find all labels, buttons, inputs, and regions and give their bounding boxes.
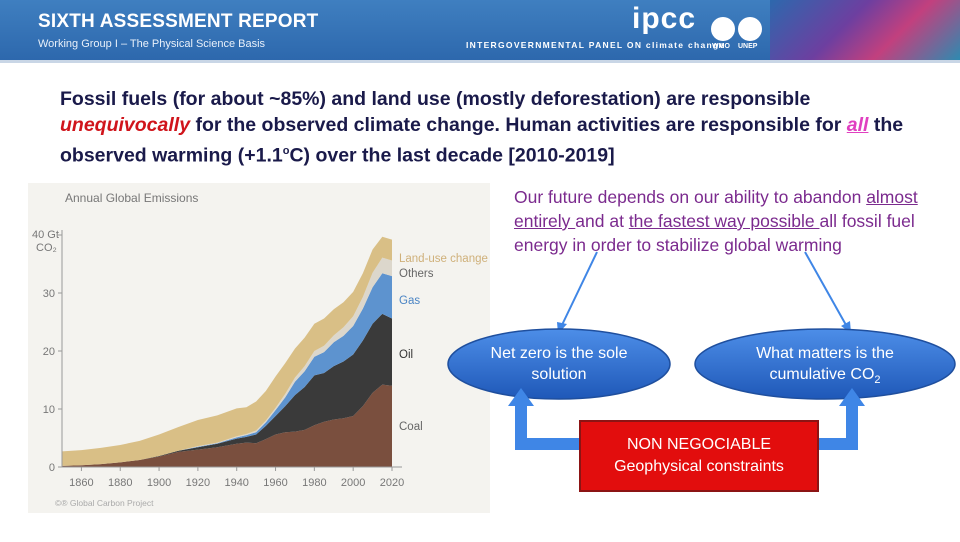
chart-title: Annual Global Emissions bbox=[65, 191, 198, 205]
ellipse-right-main: What matters is the cumulative CO bbox=[756, 345, 894, 383]
header-artwork bbox=[770, 0, 960, 60]
x-tick-label: 1860 bbox=[69, 477, 93, 489]
legend-label-others: Others bbox=[399, 268, 434, 280]
wmo-logo-icon bbox=[711, 17, 735, 41]
ellipse-left-text: Net zero is the sole solution bbox=[490, 345, 628, 383]
headline-part: C) over the last decade [2010-2019] bbox=[289, 144, 615, 167]
chart-credit: ©® Global Carbon Project bbox=[55, 498, 154, 508]
header-bar: SIXTH ASSESSMENT REPORT Working Group I … bbox=[0, 0, 960, 60]
legend-label-oil: Oil bbox=[399, 349, 413, 361]
legend-label-gas: Gas bbox=[399, 295, 420, 307]
emphasis-all: all bbox=[846, 114, 869, 136]
area-land-use-change bbox=[62, 236, 392, 466]
x-tick-label: 1920 bbox=[186, 477, 210, 489]
red-box-line2: Geophysical constraints bbox=[614, 458, 784, 475]
note-text: Our future depends on our ability to aba… bbox=[514, 187, 867, 207]
degree-superscript: o bbox=[282, 145, 290, 157]
ipcc-tagline: INTERGOVERNMENTAL PANEL ON climate chang… bbox=[466, 40, 726, 50]
note-text: all fossil fuel energy in order to stabi… bbox=[514, 211, 915, 255]
note-underlined: the fastest way possible bbox=[628, 211, 820, 231]
future-note: Our future depends on our ability to aba… bbox=[514, 185, 934, 257]
headline: Fossil fuels (for about ~85%) and land u… bbox=[60, 86, 910, 169]
x-tick-label: 1940 bbox=[224, 477, 248, 489]
area-oil bbox=[62, 313, 392, 466]
y-unit-top: 40 Gt bbox=[32, 229, 59, 241]
report-subtitle: Working Group I – The Physical Science B… bbox=[38, 38, 266, 50]
headline-part: the observed warming (+1.1 bbox=[60, 114, 904, 167]
x-tick-label: 2000 bbox=[341, 477, 365, 489]
bracket-arrow-right bbox=[819, 404, 858, 450]
y-tick-label: 20 bbox=[43, 346, 55, 358]
area-coal bbox=[62, 384, 392, 467]
ellipse-net-zero bbox=[447, 328, 671, 400]
report-title: SIXTH ASSESSMENT REPORT bbox=[38, 11, 319, 32]
unep-logo-icon bbox=[738, 17, 762, 41]
note-underlined: almost entirely bbox=[514, 187, 918, 231]
header-divider bbox=[0, 60, 960, 63]
y-tick-label: 30 bbox=[43, 288, 55, 300]
y-tick-label: 10 bbox=[43, 404, 55, 416]
x-tick-label: 1960 bbox=[263, 477, 287, 489]
connector-line-left bbox=[561, 251, 598, 326]
connector-line-right bbox=[804, 251, 847, 326]
area-gas bbox=[62, 273, 392, 466]
ellipse-cumulative-co2 bbox=[694, 328, 956, 400]
x-tick-label: 2020 bbox=[380, 477, 404, 489]
x-tick-label: 1900 bbox=[147, 477, 171, 489]
x-tick-label: 1880 bbox=[108, 477, 132, 489]
headline-part: for the observed climate change. Human a… bbox=[190, 114, 847, 136]
note-text: and at bbox=[575, 211, 629, 231]
bracket-arrowhead-left bbox=[508, 388, 534, 406]
y-unit-bottom: CO₂ bbox=[36, 242, 57, 254]
legend-label-land-use-change: Land-use change bbox=[399, 253, 488, 265]
co2-subscript: 2 bbox=[874, 374, 881, 387]
headline-part: Fossil fuels (for about ~85%) and land u… bbox=[60, 88, 811, 110]
non-negotiable-box: NON NEGOCIABLE Geophysical constraints bbox=[579, 420, 819, 492]
x-tick-label: 1980 bbox=[302, 477, 326, 489]
legend-label-coal: Coal bbox=[399, 421, 423, 433]
y-tick-label: 0 bbox=[49, 462, 55, 474]
bracket-arrowhead-right bbox=[839, 388, 865, 406]
ipcc-logo: ipcc bbox=[632, 2, 697, 35]
wmo-label: WMO bbox=[712, 43, 730, 50]
bracket-arrow-left bbox=[515, 404, 579, 450]
red-box-line1: NON NEGOCIABLE bbox=[626, 436, 772, 453]
emphasis-unequivocally: unequivocally bbox=[60, 114, 191, 136]
ellipse-right-text: What matters is the cumulative CO2 bbox=[730, 343, 920, 391]
unep-label: UNEP bbox=[738, 43, 758, 50]
